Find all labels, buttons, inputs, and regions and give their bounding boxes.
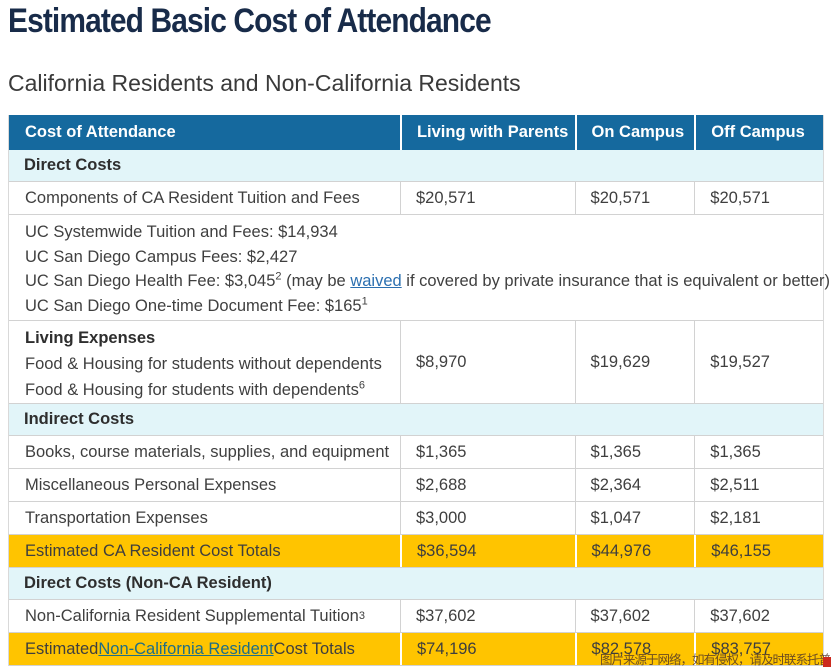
cell-value: $36,594 <box>399 535 575 567</box>
footnote-1: 1 <box>361 295 368 307</box>
nonca-totals-pre-text: Estimated <box>25 639 99 658</box>
cell-value: $37,602 <box>694 600 823 632</box>
health-fee-text: UC San Diego Health Fee: $3,045 <box>25 272 276 290</box>
cell-value: $2,181 <box>694 502 823 534</box>
table-row-transportation: Transportation Expenses $3,000 $1,047 $2… <box>9 502 823 535</box>
living-expenses-title: Living Expenses <box>25 329 156 347</box>
table-row-miscellaneous: Miscellaneous Personal Expenses $2,688 $… <box>9 469 823 502</box>
section-label: Indirect Costs <box>24 410 135 428</box>
section-row-indirect-costs: Indirect Costs <box>9 404 823 436</box>
cell-value: $83,757 <box>694 633 823 665</box>
cost-of-attendance-table: Cost of Attendance Living with Parents O… <box>8 115 830 666</box>
supplemental-label-text: Non-California Resident Supplemental Tui… <box>25 606 359 625</box>
section-row-direct-costs: Direct Costs <box>9 150 823 182</box>
fee-line-health-fee: UC San Diego Health Fee: $3,0452 (may be… <box>25 269 830 294</box>
page-subtitle: California Residents and Non-California … <box>8 70 521 96</box>
cell-value: $8,970 <box>399 321 575 403</box>
watermark-logo-mark <box>823 657 831 667</box>
non-california-resident-link[interactable]: Non-California Resident <box>98 639 274 658</box>
cell-value: $2,511 <box>694 469 823 501</box>
row-label: Living Expenses Food & Housing for stude… <box>9 321 400 403</box>
section-row-nonca-direct-costs: Direct Costs (Non-CA Resident) <box>9 568 823 600</box>
table-row-ca-resident-totals: Estimated CA Resident Cost Totals $36,59… <box>9 535 823 568</box>
footnote-2: 2 <box>275 270 282 283</box>
table-row-books: Books, course materials, supplies, and e… <box>9 436 823 469</box>
table-row-components: Components of CA Resident Tuition and Fe… <box>9 182 823 215</box>
nonca-totals-post-text: Cost Totals <box>273 639 355 658</box>
cell-value: $74,196 <box>399 633 575 665</box>
table-row-living-expenses: Living Expenses Food & Housing for stude… <box>9 321 823 404</box>
cell-value: $37,602 <box>574 600 695 632</box>
document-fee-text: UC San Diego One-time Document Fee: $165 <box>25 296 362 315</box>
cell-value: $44,976 <box>574 535 695 567</box>
section-label: Direct Costs <box>24 156 122 174</box>
table-header-row: Cost of Attendance Living with Parents O… <box>9 115 823 150</box>
cell-value: $2,364 <box>574 469 695 501</box>
fee-line-systemwide: UC Systemwide Tuition and Fees: $14,934 <box>25 223 338 241</box>
cell-value: $82,578 <box>574 633 695 665</box>
waived-link[interactable]: waived <box>350 272 402 290</box>
row-label: Books, course materials, supplies, and e… <box>25 442 390 461</box>
row-label: Transportation Expenses <box>25 508 208 527</box>
cell-value: $3,000 <box>399 502 575 534</box>
table-row-fees-breakdown: UC Systemwide Tuition and Fees: $14,934 … <box>9 215 830 321</box>
fee-line-document-fee: UC San Diego One-time Document Fee: $165… <box>25 294 807 319</box>
health-fee-text-mid: (may be <box>281 272 351 290</box>
cell-value: $19,527 <box>694 321 823 403</box>
table-row-nonca-resident-totals: Estimated Non-California Resident Cost T… <box>9 633 823 666</box>
cell-value: $19,629 <box>574 321 695 403</box>
page-title: Estimated Basic Cost of Attendance <box>8 2 492 40</box>
column-header-living-with-parents: Living with Parents <box>399 115 575 150</box>
fee-line-campus-fees: UC San Diego Campus Fees: $2,427 <box>25 247 298 266</box>
row-label: Miscellaneous Personal Expenses <box>25 475 277 494</box>
cell-value: $37,602 <box>399 600 575 632</box>
cell-value: $20,571 <box>694 182 823 214</box>
column-header-off-campus: Off Campus <box>694 115 823 150</box>
cell-value: $1,365 <box>694 436 823 468</box>
cell-value: $20,571 <box>574 182 695 214</box>
health-fee-text-post: if covered by private insurance that is … <box>401 272 830 290</box>
column-header-cost-of-attendance: Cost of Attendance <box>25 123 176 141</box>
column-header-on-campus: On Campus <box>574 115 695 150</box>
row-label: Non-California Resident Supplemental Tui… <box>25 606 365 625</box>
cell-value: $2,688 <box>399 469 575 501</box>
section-label: Direct Costs (Non-CA Resident) <box>24 574 272 592</box>
cell-value: $20,571 <box>399 182 575 214</box>
row-label: Components of CA Resident Tuition and Fe… <box>25 188 360 207</box>
row-label: Estimated Non-California Resident Cost T… <box>9 633 400 665</box>
cell-value: $46,155 <box>694 535 823 567</box>
cell-value: $1,365 <box>399 436 575 468</box>
with-dependents-text: Food & Housing for students with depende… <box>25 381 359 399</box>
cell-value: $1,047 <box>574 502 695 534</box>
living-expenses-line-with-dependents: Food & Housing for students with depende… <box>25 377 390 403</box>
footnote-6: 6 <box>358 379 366 392</box>
living-expenses-line-without-dependents: Food & Housing for students without depe… <box>25 355 382 373</box>
table-row-supplemental-tuition: Non-California Resident Supplemental Tui… <box>9 600 823 633</box>
row-label: Estimated CA Resident Cost Totals <box>25 541 281 560</box>
cell-value: $1,365 <box>574 436 695 468</box>
